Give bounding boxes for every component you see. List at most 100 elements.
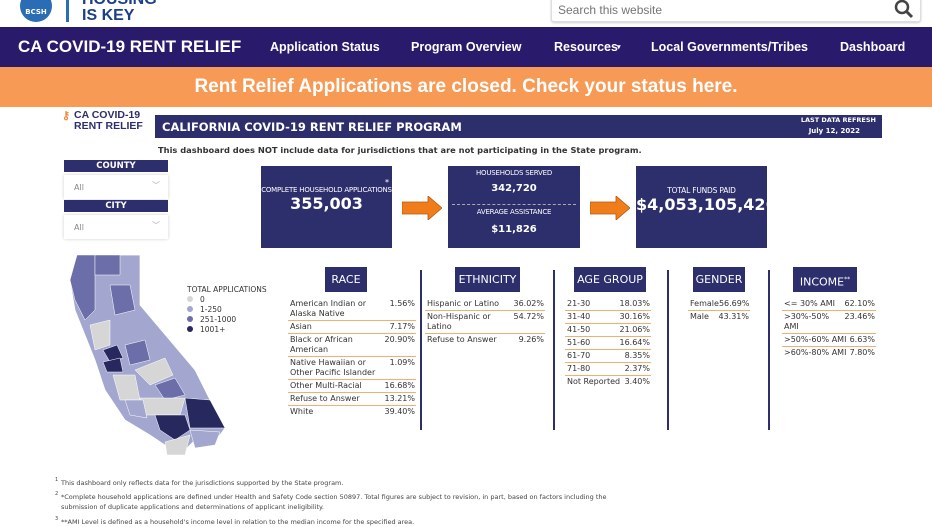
row-label: >30%-50% AMI: [784, 312, 830, 331]
row-value: 16.64%: [619, 338, 650, 347]
last-refresh-label: LAST DATA REFRESH: [800, 116, 876, 124]
chevron-down-icon: ﹀: [152, 181, 160, 190]
county-dropdown[interactable]: All ﹀: [64, 175, 168, 199]
california-county-map[interactable]: [65, 250, 255, 460]
ethnicity-table: Hispanic or Latino 36.02% Non-Hispanic or …: [425, 298, 545, 346]
nav-resources[interactable]: Resources: [554, 40, 618, 54]
city-dropdown[interactable]: All ﹀: [64, 215, 168, 239]
race-row: White 39.40%: [288, 406, 416, 418]
row-label: 21-30: [567, 299, 591, 308]
row-value: 2.37%: [624, 364, 650, 373]
search-input[interactable]: [558, 3, 878, 17]
row-label: <= 30% AMI: [784, 299, 836, 308]
page-title: CALIFORNIA COVID-19 RENT RELIEF PROGRAM: [162, 120, 462, 134]
age-row: 61-70 8.35%: [565, 350, 651, 363]
race-row: Other Multi-Racial 16.68%: [288, 380, 416, 393]
row-label: 51-60: [567, 338, 591, 347]
row-label: >60%-80% AMI: [784, 348, 847, 357]
nav-program-overview[interactable]: Program Overview: [411, 40, 522, 54]
income-row: >30%-50% AMI 23.46%: [782, 311, 876, 334]
race-row: American Indian or Alaska Native 1.56%: [288, 298, 416, 321]
gender-table: Female 56.69% Male 43.31%: [688, 298, 750, 323]
arrow-right-icon: [590, 196, 630, 220]
footnote-3: 3 **AMI Level is defined as a household's…: [55, 516, 415, 526]
key-icon: [66, 0, 72, 22]
ethnicity-row: Hispanic or Latino 36.02%: [425, 298, 545, 311]
age-group-table: 21-30 18.03% 31-40 30.16% 41-50 21.06% 51-60 16…: [565, 298, 651, 388]
bcsh-seal-logo[interactable]: BCSH: [20, 0, 52, 22]
age-row: 41-50 21.06%: [565, 324, 651, 337]
search-box[interactable]: [551, 0, 921, 22]
dashboard-title-bar: CALIFORNIA COVID-19 RENT RELIEF PROGRAM …: [155, 115, 882, 138]
income-row: <= 30% AMI 62.10%: [782, 298, 876, 311]
scope-note: This dashboard does NOT include data for…: [158, 145, 642, 155]
row-value: 13.21%: [384, 394, 415, 403]
race-header: RACE: [325, 267, 367, 292]
age-row: 71-80 2.37%: [565, 363, 651, 376]
row-label: Asian: [290, 322, 312, 331]
main-nav: CA COVID-19 RENT RELIEF Application Stat…: [0, 27, 932, 67]
gender-row: Female 56.69%: [688, 298, 750, 311]
age-row: 21-30 18.03%: [565, 298, 651, 311]
row-label: 61-70: [567, 351, 591, 360]
age-row: 51-60 16.64%: [565, 337, 651, 350]
chevron-down-icon[interactable]: ▾: [617, 44, 621, 51]
row-value: 18.03%: [619, 299, 650, 308]
ethnicity-row: Refuse to Answer 9.26%: [425, 334, 545, 346]
row-label: Non-Hispanic or Latino: [427, 312, 491, 331]
dashboard-logo: ⚷ CA COVID-19 RENT RELIEF: [62, 109, 143, 132]
site-header: BCSH HOUSING IS KEY: [0, 0, 932, 27]
row-label: Hispanic or Latino: [427, 299, 500, 308]
row-value: 1.09%: [389, 358, 415, 367]
applications-closed-banner[interactable]: Rent Relief Applications are closed. Che…: [0, 67, 932, 107]
nav-brand[interactable]: CA COVID-19 RENT RELIEF: [18, 37, 242, 56]
legend-item: 1-250: [187, 305, 267, 315]
county-filter-label: COUNTY: [64, 160, 168, 172]
age-group-header: AGE GROUP: [574, 267, 646, 292]
income-header: INCOME**: [793, 267, 857, 292]
row-value: 54.72%: [513, 312, 544, 321]
legend-item: 0: [187, 295, 267, 305]
arrow-right-icon: [402, 196, 442, 220]
nav-application-status[interactable]: Application Status: [270, 40, 380, 54]
age-row: Not Reported 3.40%: [565, 376, 651, 388]
row-label: >50%-60% AMI: [784, 335, 847, 344]
housing-is-key-logo[interactable]: HOUSING IS KEY: [82, 0, 157, 24]
row-value: 30.16%: [619, 312, 650, 321]
row-label: Black or African American: [290, 335, 353, 354]
race-row: Asian 7.17%: [288, 321, 416, 334]
income-row: >50%-60% AMI 6.63%: [782, 334, 876, 347]
map-legend: TOTAL APPLICATIONS 0 1-250 251-1000 1001…: [187, 285, 267, 334]
chevron-down-icon: ﹀: [152, 221, 160, 230]
row-label: 41-50: [567, 325, 591, 334]
funds-card: TOTAL FUNDS PAID $4,053,105,426: [636, 166, 777, 248]
ethnicity-header: ETHNICITY: [455, 267, 520, 292]
city-filter-label: CITY: [64, 200, 168, 212]
applications-card: COMPLETE HOUSEHOLD APPLICATIONS * 355,00…: [261, 166, 392, 248]
row-value: 6.63%: [849, 335, 875, 344]
footnote-1: 1 This dashboard only reflects data for t…: [55, 477, 344, 487]
income-row: >60%-80% AMI 7.80%: [782, 347, 876, 359]
row-value: 43.31%: [718, 312, 749, 321]
row-value: 3.40%: [624, 377, 650, 386]
row-label: Refuse to Answer: [290, 394, 360, 403]
gender-row: Male 43.31%: [688, 311, 750, 323]
row-value: 1.56%: [389, 299, 415, 308]
row-value: 20.90%: [384, 335, 415, 344]
row-label: Native Hawaiian or Other Pacific Islande…: [290, 358, 376, 377]
row-label: 71-80: [567, 364, 591, 373]
row-value: 56.69%: [718, 299, 750, 308]
row-value: 21.06%: [619, 325, 650, 334]
nav-dashboard[interactable]: Dashboard: [840, 40, 906, 54]
row-value: 36.02%: [513, 299, 544, 308]
search-icon[interactable]: [894, 0, 914, 19]
row-label: 31-40: [567, 312, 591, 321]
row-value: 7.80%: [849, 348, 875, 357]
key-icon: ⚷: [62, 110, 71, 122]
race-row: Refuse to Answer 13.21%: [288, 393, 416, 406]
nav-local-governments[interactable]: Local Governments/Tribes: [651, 40, 808, 54]
row-label: Refuse to Answer: [427, 335, 497, 344]
gender-header: GENDER: [693, 267, 745, 292]
row-value: 8.35%: [624, 351, 650, 360]
income-table: <= 30% AMI 62.10% >30%-50% AMI 23.46% >50%-6…: [782, 298, 876, 359]
